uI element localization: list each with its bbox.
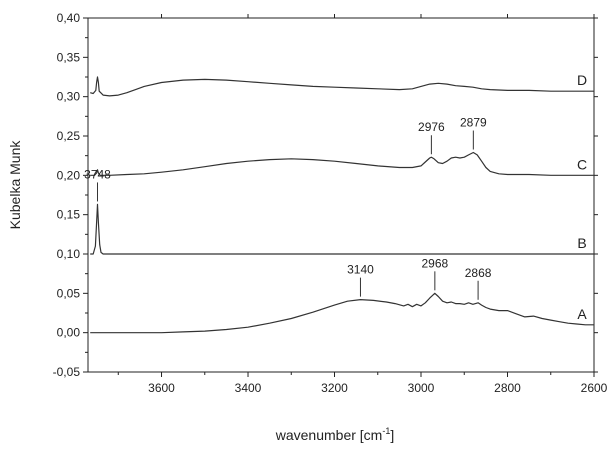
series-line-d: [90, 76, 594, 97]
series-line-c: [90, 151, 594, 176]
y-tick-label: 0,05: [57, 286, 81, 300]
x-axis-title-close: ]: [390, 427, 394, 443]
x-axis-title: wavenumber [cm-1]: [275, 426, 395, 443]
series-label-c: C: [577, 156, 587, 172]
y-tick-label: 0,00: [57, 326, 81, 340]
series-label-b: B: [577, 235, 586, 251]
x-tick-label: 2600: [581, 381, 608, 395]
series-line-a: [90, 292, 594, 334]
peak-label: 3140: [347, 263, 374, 277]
x-tick-label: 3200: [321, 381, 348, 395]
peak-label: 2976: [418, 120, 445, 134]
y-tick-label: -0,05: [53, 365, 81, 379]
x-tick-label: 2800: [494, 381, 521, 395]
series-line-b: [90, 203, 594, 255]
peak-label: 2968: [421, 256, 448, 270]
series-label-a: A: [577, 306, 587, 322]
y-axis-title: Kubelka Munk: [7, 140, 23, 230]
y-tick-label: 0,20: [57, 168, 81, 182]
y-tick-label: 0,15: [57, 208, 81, 222]
x-axis-title-main: wavenumber [cm: [275, 427, 383, 443]
peak-label: 2879: [460, 116, 487, 130]
series-label-d: D: [577, 72, 587, 88]
plot-frame: [87, 17, 595, 373]
y-tick-label: 0,30: [57, 90, 81, 104]
plot-area: 0,40 0,35 0,30 0,25 0,20 0,15 0,10 0,05 0,00 -0,0…: [53, 11, 608, 395]
peak-label: 3748: [84, 167, 111, 181]
peak-label: 2868: [465, 266, 492, 280]
x-axis-title-superscript: -1: [382, 426, 390, 436]
y-tick-label: 0,40: [57, 11, 81, 25]
y-tick-label: 0,35: [57, 50, 81, 64]
x-tick-label: 3600: [148, 381, 175, 395]
x-tick-label: 3000: [408, 381, 435, 395]
x-tick-label: 3400: [235, 381, 262, 395]
y-tick-label: 0,25: [57, 129, 81, 143]
y-tick-label: 0,10: [57, 247, 81, 261]
